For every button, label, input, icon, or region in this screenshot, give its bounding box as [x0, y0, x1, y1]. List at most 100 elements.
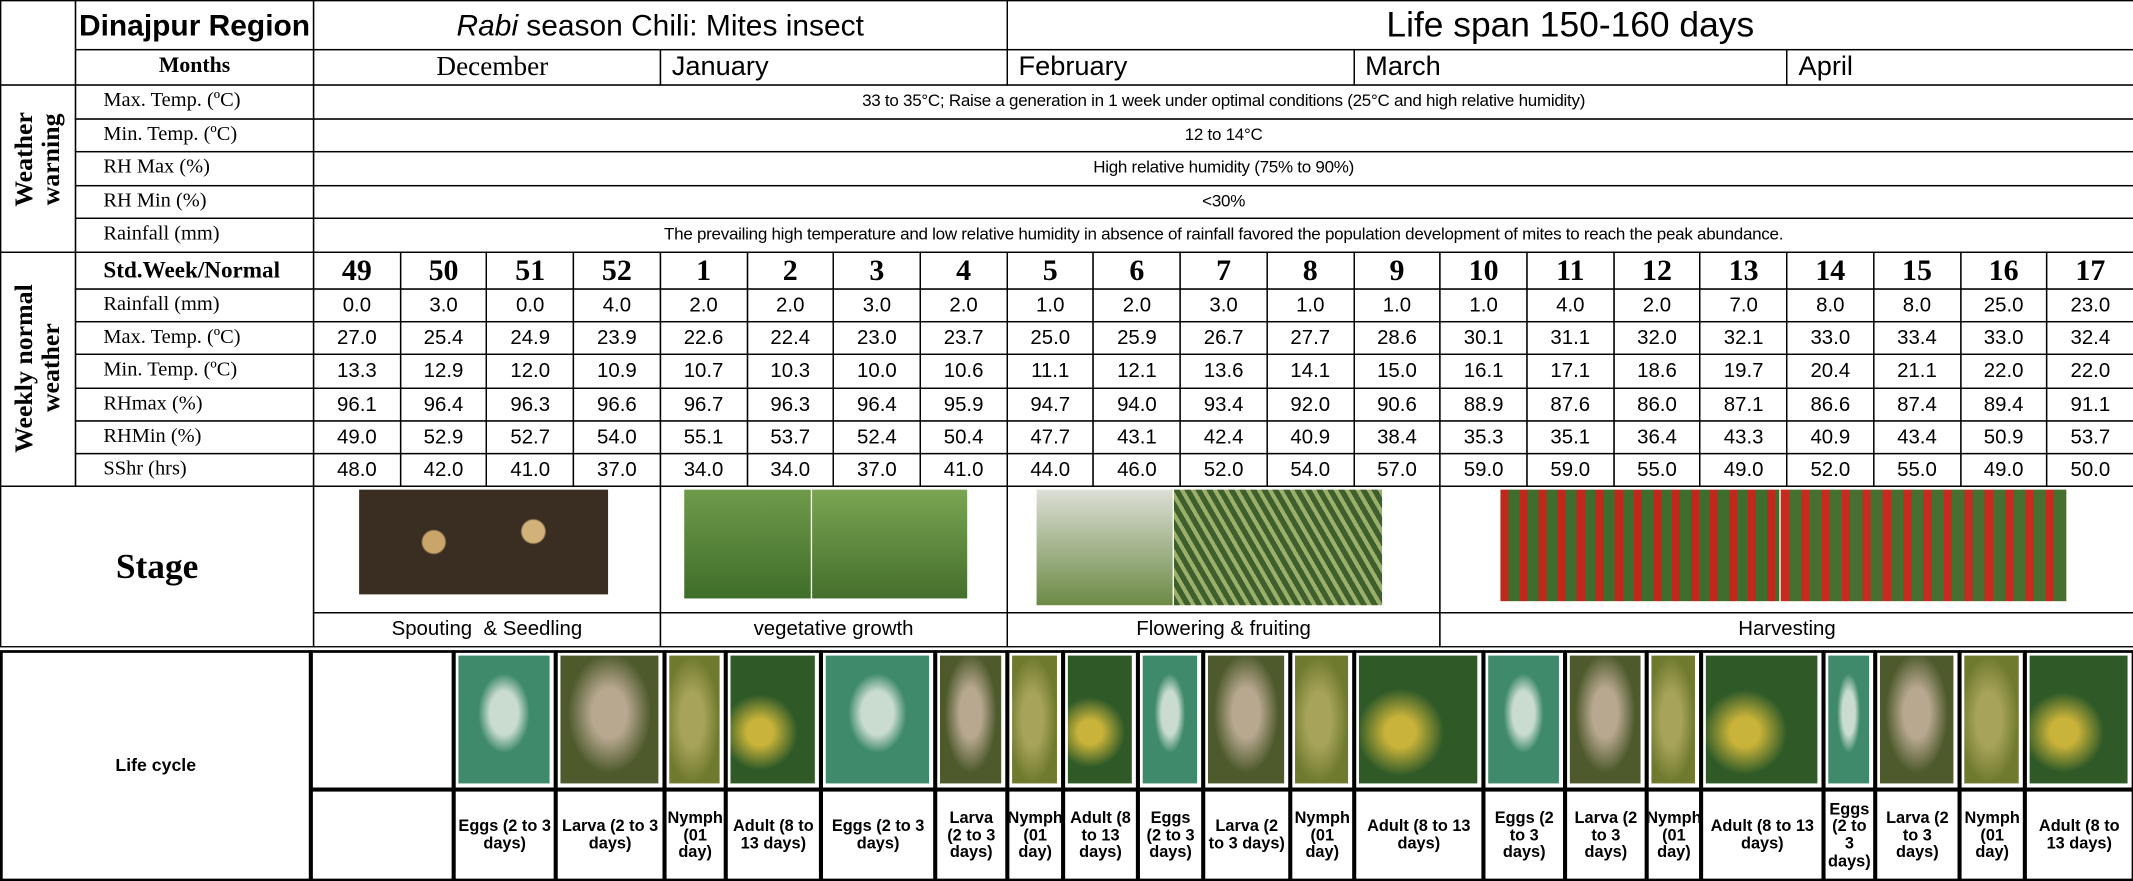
- row-label: Max. Temp. (ºC): [75, 321, 314, 355]
- value: 87.1: [1700, 388, 1788, 422]
- row-label: Min. Temp. (ºC): [75, 118, 314, 152]
- value: 11.1: [1006, 354, 1094, 389]
- photo: [730, 656, 814, 784]
- value: 2.0: [746, 288, 834, 322]
- warning-text: 12 to 14°C: [313, 118, 2133, 152]
- month: March: [1353, 49, 1788, 86]
- photo: [1651, 656, 1695, 784]
- value: 95.9: [920, 388, 1008, 422]
- value: 42.4: [1180, 420, 1268, 454]
- week: 4: [920, 252, 1008, 290]
- value: 15.0: [1353, 354, 1441, 389]
- value: 87.6: [1526, 388, 1614, 422]
- stage-phase: Flowering & fruiting: [1006, 612, 1441, 647]
- value: 49.0: [1960, 453, 2048, 487]
- week: 2: [746, 252, 834, 290]
- life-stage: Nymph (01 day): [1290, 789, 1355, 881]
- warning-text: <30%: [313, 185, 2133, 219]
- photo: [684, 490, 811, 599]
- value: 23.0: [2046, 288, 2133, 322]
- value: 4.0: [1526, 288, 1614, 322]
- value: 94.7: [1006, 388, 1094, 422]
- value: 35.1: [1526, 420, 1614, 454]
- value: 53.7: [746, 420, 834, 454]
- photo: [940, 656, 1001, 784]
- row-label: RH Max (%): [75, 151, 314, 186]
- value: 25.0: [1960, 288, 2048, 322]
- value: 96.3: [486, 388, 574, 422]
- value: 3.0: [1180, 288, 1268, 322]
- row-label: Rainfall (mm): [75, 288, 314, 322]
- page: Dinajpur RegionRabiseason Chili: Mites i…: [0, 0, 2133, 880]
- value: 2.0: [660, 288, 748, 322]
- value: 23.0: [833, 321, 921, 355]
- photo: [812, 490, 967, 599]
- life-span: Life span 150-160 days: [1006, 0, 2133, 50]
- row-label: SShr (hrs): [75, 453, 314, 487]
- value: 49.0: [1700, 453, 1788, 487]
- value: 86.0: [1613, 388, 1701, 422]
- month: December: [313, 49, 661, 86]
- photo: [359, 490, 608, 595]
- week: 6: [1093, 252, 1181, 290]
- photo: [1359, 656, 1477, 784]
- week: 16: [1960, 252, 2048, 290]
- week: 51: [486, 252, 574, 290]
- photo: [1781, 490, 2067, 602]
- value: 12.9: [400, 354, 488, 389]
- value: 52.4: [833, 420, 921, 454]
- life-stage: Larva (2 to 3 days): [1203, 789, 1291, 881]
- value: 1.0: [1266, 288, 1354, 322]
- value: 96.1: [313, 388, 401, 422]
- blank: [310, 789, 454, 881]
- value: 57.0: [1353, 453, 1441, 487]
- photo: [1964, 656, 2018, 784]
- value: 12.0: [486, 354, 574, 389]
- value: 52.0: [1180, 453, 1268, 487]
- value: 30.1: [1440, 321, 1528, 355]
- value: 23.9: [573, 321, 661, 355]
- value: 36.4: [1613, 420, 1701, 454]
- value: 10.7: [660, 354, 748, 389]
- value: 96.6: [573, 388, 661, 422]
- value: 32.1: [1700, 321, 1788, 355]
- blank: [310, 650, 454, 790]
- week: 12: [1613, 252, 1701, 290]
- value: 10.0: [833, 354, 921, 389]
- life-stage: Nymph (01 day): [1646, 789, 1702, 881]
- value: 96.3: [746, 388, 834, 422]
- value: 55.1: [660, 420, 748, 454]
- value: 40.9: [1786, 420, 1874, 454]
- row-label: RH Min (%): [75, 185, 314, 219]
- crop-italic: Rabi: [457, 9, 519, 40]
- photo: [560, 656, 658, 784]
- value: 38.4: [1353, 420, 1441, 454]
- value: 49.0: [313, 420, 401, 454]
- life-cycle-label: Life cycle: [0, 650, 312, 881]
- life-stage: Eggs (2 to 3 days): [820, 789, 936, 881]
- life-stage: Larva (2 to 3 days): [1875, 789, 1961, 881]
- value: 8.0: [1873, 288, 1961, 322]
- row-label: Min. Temp. (ºC): [75, 354, 314, 389]
- week: 49: [313, 252, 401, 290]
- value: 42.0: [400, 453, 488, 487]
- value: 27.0: [313, 321, 401, 355]
- value: 52.9: [400, 420, 488, 454]
- value: 50.4: [920, 420, 1008, 454]
- value: 44.0: [1006, 453, 1094, 487]
- photo: [669, 656, 719, 784]
- life-stage: Adult (8 to 13 days): [2024, 789, 2133, 881]
- value: 55.0: [1613, 453, 1701, 487]
- life-stage: Larva (2 to 3 days): [1564, 789, 1647, 881]
- value: 43.1: [1093, 420, 1181, 454]
- value: 3.0: [833, 288, 921, 322]
- value: 40.9: [1266, 420, 1354, 454]
- photo: [458, 656, 549, 784]
- life-stage: Adult (8 to 13 days): [1062, 789, 1138, 881]
- life-stage: Eggs (2 to 3 days): [1483, 789, 1566, 881]
- photo: [1570, 656, 1641, 784]
- value: 4.0: [573, 288, 661, 322]
- value: 48.0: [313, 453, 401, 487]
- stage-label: Stage: [0, 486, 314, 648]
- value: 31.1: [1526, 321, 1614, 355]
